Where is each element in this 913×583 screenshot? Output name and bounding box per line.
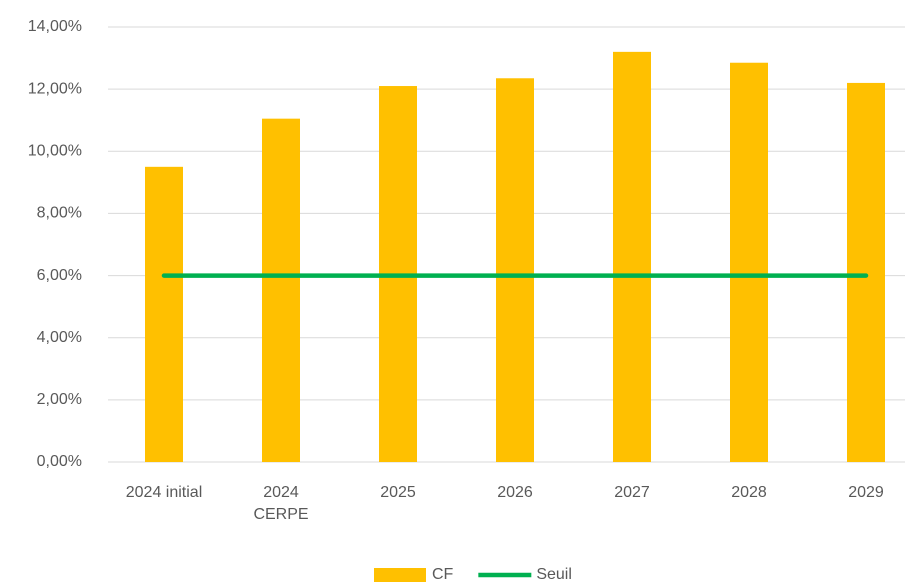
y-tick-label: 10,00% <box>28 143 82 160</box>
x-tick-label: 2024 CERPE <box>253 484 309 523</box>
bar <box>613 51 651 462</box>
bar <box>730 62 768 462</box>
x-tick-label: 2024 initial <box>125 484 203 501</box>
bar <box>145 166 183 463</box>
bar <box>847 82 885 462</box>
x-tick-label: 2028 <box>731 484 767 501</box>
x-tick-label: 2027 <box>614 484 650 501</box>
y-tick-label: 0,00% <box>37 453 82 470</box>
x-tick-label: 2029 <box>848 484 884 501</box>
x-tick-label: 2026 <box>497 484 533 501</box>
legend-swatch <box>374 568 426 582</box>
x-tick-label: 2025 <box>380 484 416 501</box>
legend-label: CF <box>432 566 454 583</box>
bar <box>262 118 300 463</box>
bar <box>496 78 534 463</box>
y-tick-label: 6,00% <box>37 267 82 284</box>
y-tick-label: 12,00% <box>28 80 82 97</box>
y-tick-label: 4,00% <box>37 329 82 346</box>
y-tick-label: 8,00% <box>37 205 82 222</box>
legend-label: Seuil <box>536 566 572 583</box>
y-tick-label: 2,00% <box>37 391 82 408</box>
y-tick-label: 14,00% <box>28 18 82 35</box>
